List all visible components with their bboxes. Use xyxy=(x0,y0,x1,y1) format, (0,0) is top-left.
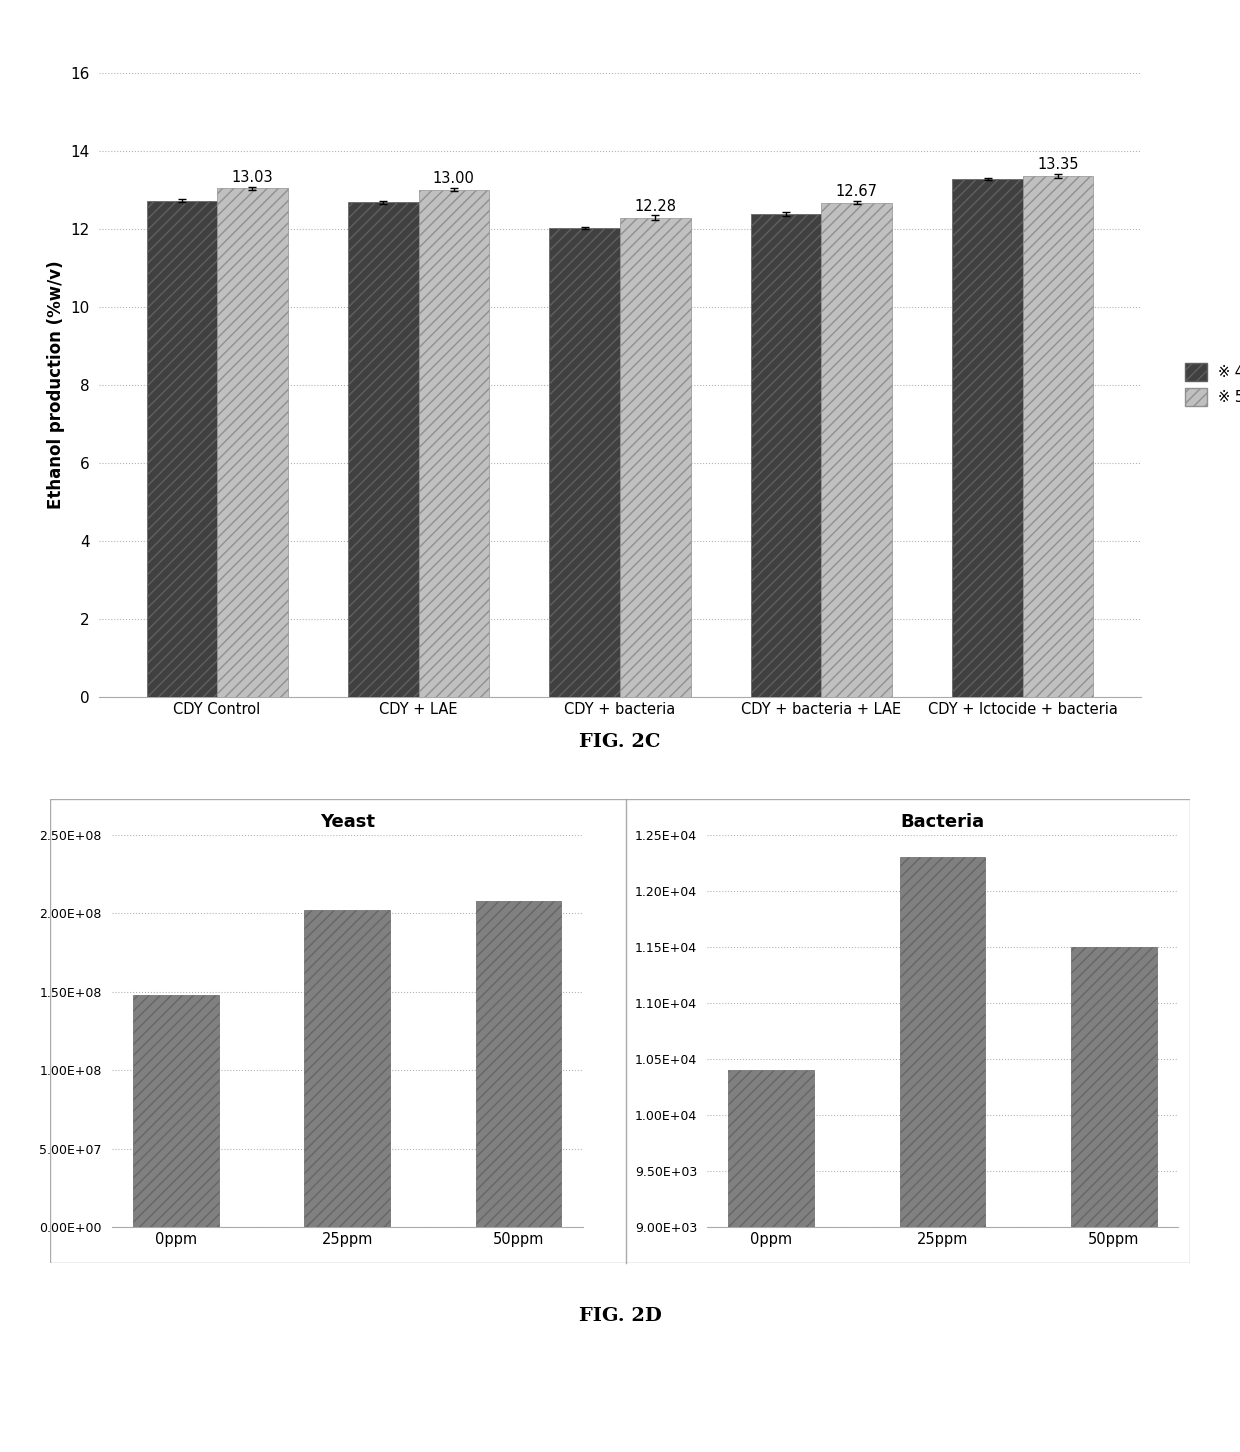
Bar xyxy=(952,179,1023,697)
Text: 13.03: 13.03 xyxy=(232,170,273,184)
Text: FIG. 2D: FIG. 2D xyxy=(579,1307,661,1324)
Bar xyxy=(419,190,489,697)
Bar xyxy=(217,189,288,697)
Title: Yeast: Yeast xyxy=(320,813,374,831)
Text: 12.28: 12.28 xyxy=(634,199,676,213)
Text: 13.35: 13.35 xyxy=(1038,157,1079,173)
Y-axis label: Ethanol production (%w/v): Ethanol production (%w/v) xyxy=(47,260,64,510)
Bar xyxy=(304,910,391,1227)
Text: 12.67: 12.67 xyxy=(836,183,878,199)
Bar xyxy=(1071,947,1157,1452)
Title: Bacteria: Bacteria xyxy=(900,813,985,831)
Bar xyxy=(348,202,419,697)
Bar xyxy=(899,857,986,1452)
Bar xyxy=(751,215,821,697)
Bar xyxy=(821,202,892,697)
Text: 13.00: 13.00 xyxy=(433,171,475,186)
Bar xyxy=(476,900,562,1227)
Bar xyxy=(133,995,218,1227)
Bar xyxy=(146,200,217,697)
Text: FIG. 2C: FIG. 2C xyxy=(579,733,661,751)
Bar xyxy=(549,228,620,697)
Bar xyxy=(728,1070,813,1452)
Bar xyxy=(620,218,691,697)
Bar xyxy=(1023,176,1094,697)
Legend: ※ 48h, ※ 52h: ※ 48h, ※ 52h xyxy=(1179,357,1240,412)
